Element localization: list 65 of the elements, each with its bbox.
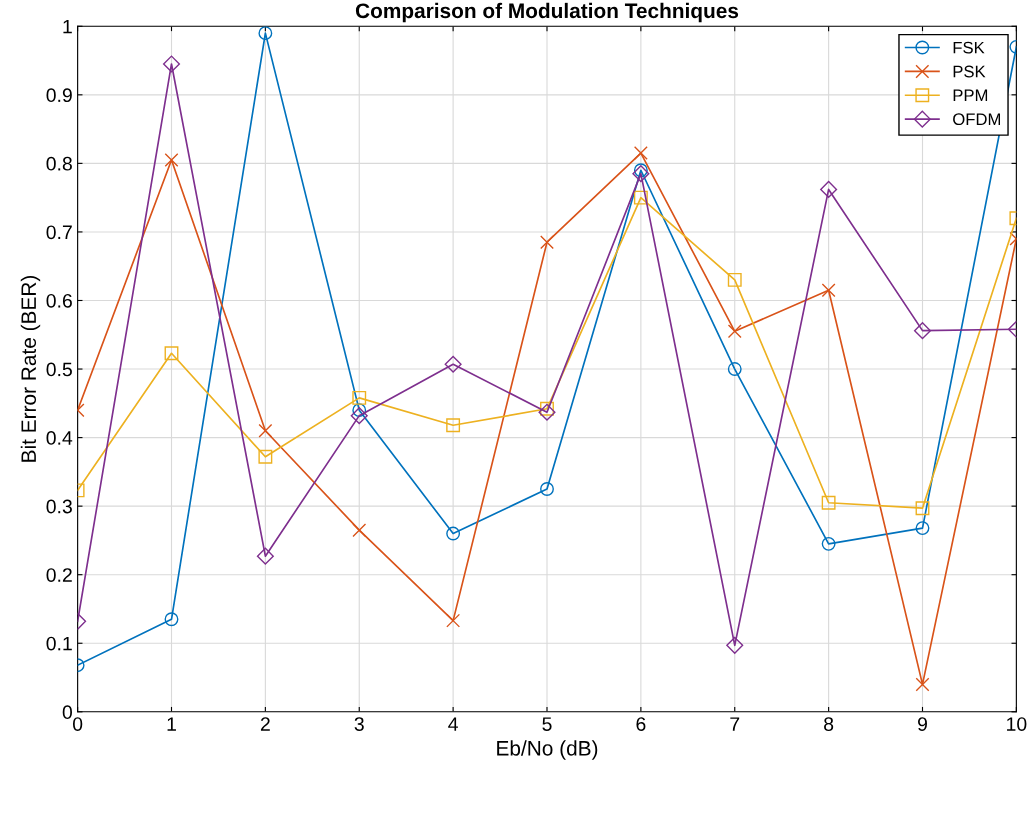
x-tick-label: 0 <box>72 717 83 731</box>
y-tick-label: 0.9 <box>46 88 72 103</box>
point <box>727 272 742 287</box>
point <box>540 482 554 496</box>
y-tick-label: 0.1 <box>46 636 72 651</box>
point <box>633 146 648 161</box>
point <box>538 403 556 421</box>
x-tick-label: 9 <box>918 717 927 731</box>
chart-title: Comparison of Modulation Techniques <box>355 2 739 23</box>
point <box>352 390 367 405</box>
point <box>258 423 273 438</box>
x-tick-label: 5 <box>542 717 552 731</box>
point <box>915 677 930 692</box>
point <box>444 355 462 373</box>
y-tick-label: 0.6 <box>46 293 72 308</box>
legend-label: OFDM <box>953 113 1000 126</box>
y-tick-label: 0.5 <box>46 362 72 377</box>
point <box>820 180 838 198</box>
x-tick-label: 3 <box>354 717 364 731</box>
point <box>446 418 461 433</box>
point <box>164 612 179 627</box>
point <box>915 521 930 536</box>
point <box>913 322 932 340</box>
x-tick-label: 8 <box>824 717 834 731</box>
legend-label: FSK <box>953 41 985 54</box>
point <box>258 26 273 41</box>
point <box>726 636 744 654</box>
y-axis-title: Bit Error Rate (BER) <box>20 275 41 462</box>
x-tick-label: 1 <box>167 717 176 731</box>
x-tick-label: 10 <box>1007 717 1027 731</box>
point <box>632 165 650 183</box>
point <box>821 536 836 551</box>
point <box>164 346 179 361</box>
x-tick-label: 6 <box>636 717 646 731</box>
y-tick-label: 0.7 <box>46 225 72 240</box>
point <box>446 526 461 541</box>
point <box>633 190 648 205</box>
y-tick-label: 0 <box>62 705 72 720</box>
point <box>256 547 274 565</box>
point <box>540 235 554 250</box>
point <box>446 613 461 628</box>
point <box>352 523 367 538</box>
point <box>352 403 367 418</box>
x-tick-label: 7 <box>730 717 740 731</box>
y-tick-label: 0.8 <box>46 156 72 171</box>
y-tick-label: 0.3 <box>46 499 72 514</box>
x-axis-title: Eb/No (dB) <box>497 740 598 760</box>
point <box>162 55 181 73</box>
point <box>727 362 742 376</box>
point <box>164 153 179 167</box>
y-tick-label: 0.4 <box>46 431 73 445</box>
point <box>258 449 273 464</box>
x-tick-label: 2 <box>260 717 270 731</box>
y-tick-label: 0.2 <box>46 568 72 582</box>
x-tick-label: 4 <box>448 717 458 731</box>
point <box>727 324 742 339</box>
point <box>821 495 836 510</box>
point <box>915 501 930 516</box>
point <box>821 283 836 298</box>
y-tick-label: 1 <box>63 19 72 34</box>
point <box>350 407 368 425</box>
point <box>633 163 648 178</box>
point <box>540 401 554 416</box>
legend-label: PSK <box>953 65 986 78</box>
legend-label: PPM <box>953 89 988 102</box>
